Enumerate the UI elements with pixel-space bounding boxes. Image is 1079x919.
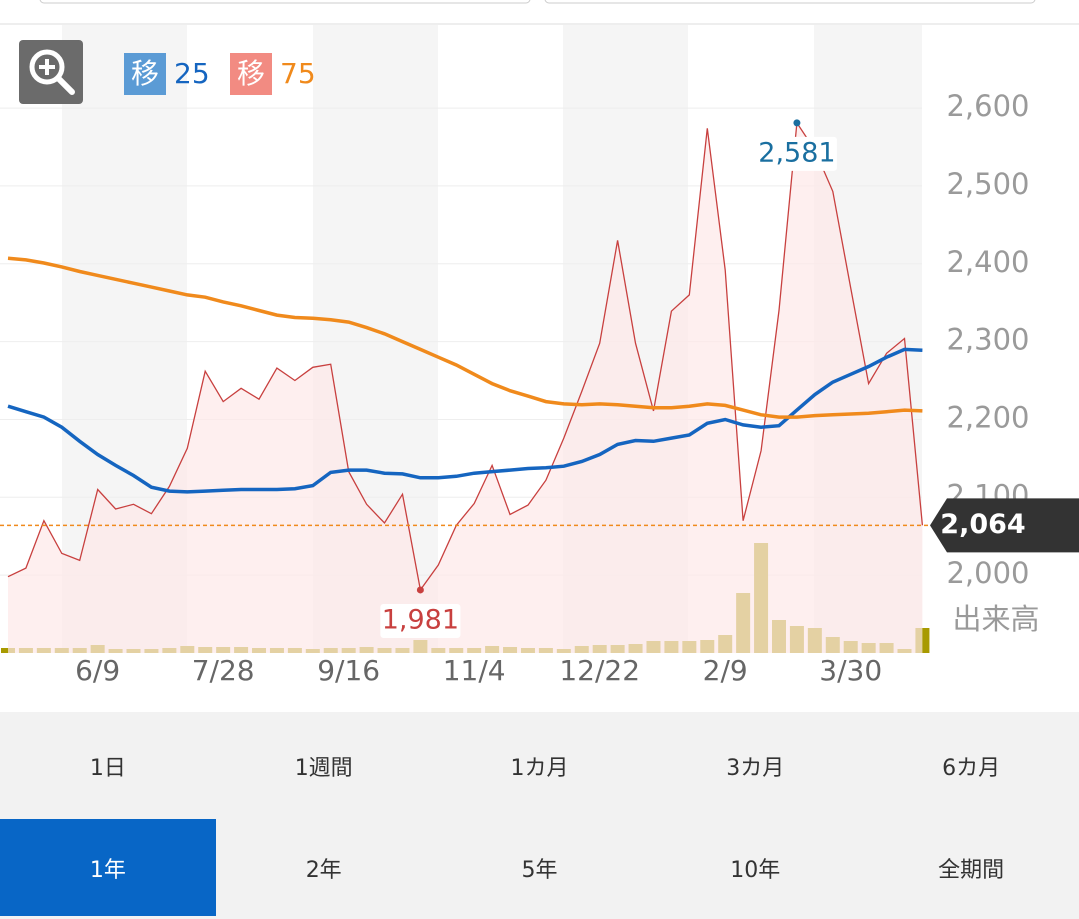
x-tick-label: 7/28: [192, 654, 255, 687]
y-tick-label: 2,600: [946, 89, 1029, 123]
y-tick-label: 2,000: [946, 556, 1029, 590]
legend-badge-text: 移: [131, 57, 159, 90]
period-row: 1日 1週間 1カ月 3カ月 6カ月: [0, 717, 1079, 814]
legend-badge: [230, 53, 272, 95]
period-button[interactable]: 3カ月: [726, 755, 785, 781]
legend-label: 25: [174, 57, 210, 90]
extreme-marker: [416, 586, 424, 594]
period-row: 1年 2年 5年 10年 全期間: [0, 819, 1079, 916]
period-button[interactable]: 1年: [0, 819, 216, 916]
search-box[interactable]: [39, 0, 531, 4]
legend-label: 75: [280, 57, 316, 90]
period-panel: 1日 1週間 1カ月 3カ月 6カ月 1年 2年 5年 10年 全期間: [0, 712, 1079, 919]
y-tick-label: 2,300: [946, 323, 1029, 357]
value-label: 1,981: [382, 604, 459, 635]
extreme-marker: [793, 119, 801, 127]
y-tick-label: 2,400: [946, 245, 1029, 279]
zoom-button[interactable]: [19, 40, 83, 104]
current-price-tag: [930, 498, 1079, 553]
value-label-box: [380, 603, 461, 638]
volume-label: 出来高: [952, 602, 1039, 636]
y-tick-label: 2,200: [946, 400, 1029, 434]
current-price-label: 2,064: [940, 509, 1025, 540]
period-button[interactable]: 2年: [305, 857, 342, 883]
x-tick-label: 9/16: [317, 654, 380, 687]
moving-average-line: [7, 256, 923, 419]
value-label-box: [756, 136, 837, 171]
period-button[interactable]: 1日: [89, 755, 126, 781]
price-line: [7, 121, 924, 592]
legend-badge: [124, 53, 166, 95]
period-button[interactable]: 5年: [521, 857, 558, 883]
x-tick-label: 2/9: [703, 654, 748, 687]
search-box[interactable]: [544, 0, 1036, 4]
period-button[interactable]: 10年: [730, 857, 781, 883]
x-tick-label: 12/22: [559, 654, 640, 687]
period-button[interactable]: 1カ月: [510, 755, 569, 781]
period-button[interactable]: 1週間: [294, 755, 353, 781]
x-tick-label: 11/4: [443, 654, 506, 687]
legend-badge-text: 移: [237, 57, 265, 90]
moving-average-line: [7, 347, 923, 494]
period-button[interactable]: 6カ月: [942, 755, 1001, 781]
period-button[interactable]: 全期間: [938, 857, 1005, 883]
x-tick-label: 3/30: [819, 654, 882, 687]
x-tick-label: 6/9: [75, 654, 120, 687]
value-label: 2,581: [758, 137, 835, 168]
y-tick-label: 2,500: [946, 167, 1029, 201]
